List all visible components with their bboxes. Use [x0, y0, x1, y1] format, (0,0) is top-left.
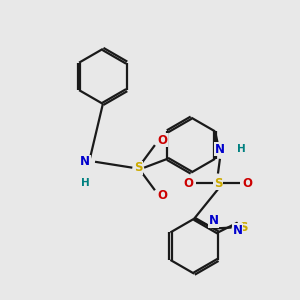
Text: H: H — [81, 178, 90, 188]
Text: O: O — [242, 177, 252, 190]
Text: O: O — [184, 177, 194, 190]
Text: O: O — [158, 134, 168, 147]
Text: S: S — [214, 177, 222, 190]
Text: S: S — [134, 161, 142, 174]
Text: N: N — [209, 214, 219, 227]
Text: H: H — [237, 144, 246, 154]
Text: S: S — [239, 221, 248, 234]
Text: N: N — [80, 155, 90, 168]
Text: N: N — [232, 224, 243, 237]
Text: N: N — [215, 142, 225, 155]
Text: O: O — [158, 189, 168, 202]
